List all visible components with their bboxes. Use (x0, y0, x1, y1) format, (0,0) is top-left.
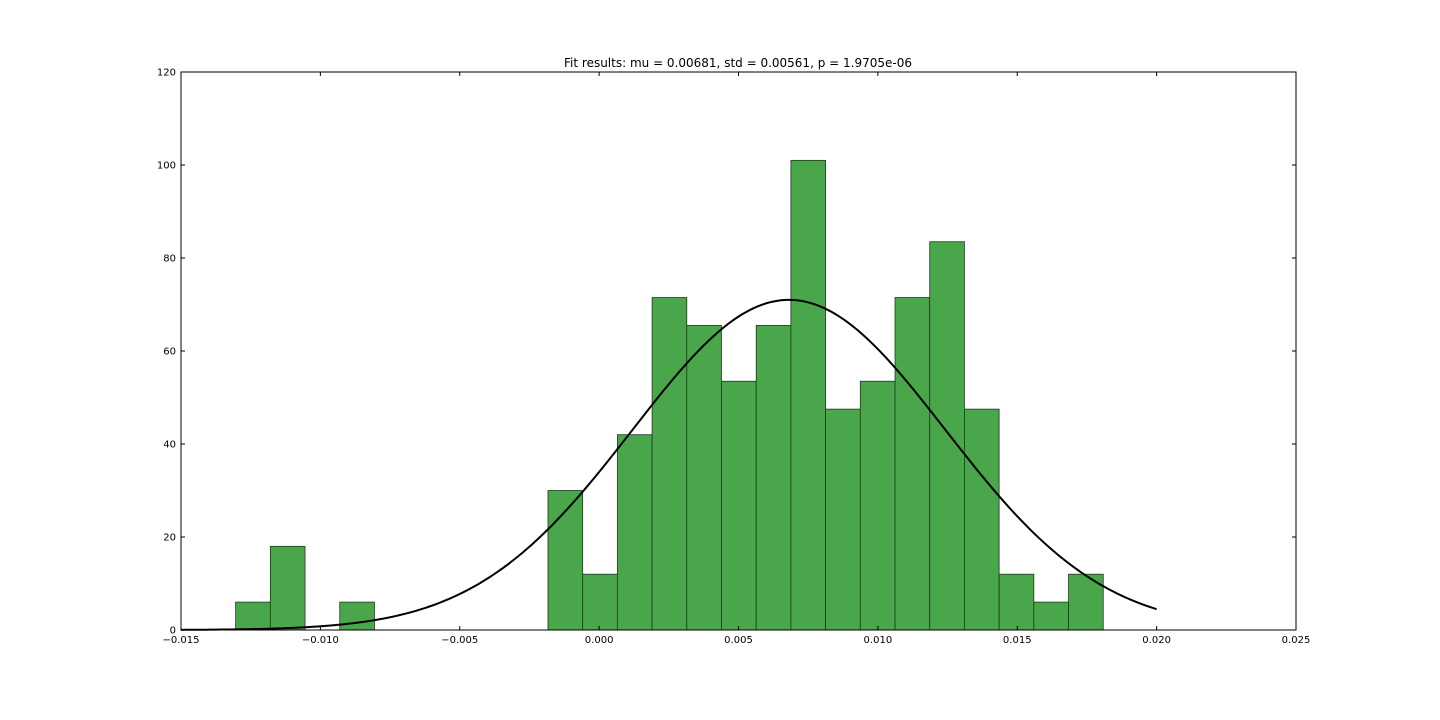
x-tick-label: −0.010 (302, 635, 339, 646)
x-tick-label: 0.005 (724, 635, 753, 646)
histogram-bar (964, 408, 1000, 631)
histogram-bar (825, 408, 861, 631)
y-tick-label: 40 (163, 440, 176, 451)
chart-title: Fit results: mu = 0.00681, std = 0.00561… (564, 56, 912, 70)
histogram-bar (651, 297, 688, 631)
histogram-bar (1033, 601, 1069, 631)
x-tick-label: 0.010 (864, 635, 893, 646)
histogram-bar (339, 601, 375, 631)
histogram-bar (235, 601, 271, 631)
bars-layer (235, 159, 1104, 631)
y-tick-label: 120 (157, 68, 176, 79)
histogram-bar (755, 325, 792, 631)
histogram-bar (929, 241, 965, 631)
histogram-bar (998, 573, 1035, 631)
histogram-bar (616, 434, 653, 631)
x-tick-label: 0.000 (585, 635, 614, 646)
y-tick-label: 0 (170, 626, 176, 637)
y-tick-label: 60 (163, 347, 176, 358)
x-tick-label: −0.015 (162, 635, 199, 646)
histogram-bar (721, 380, 757, 631)
histogram-bar (894, 297, 931, 631)
histogram-bar (269, 545, 306, 631)
histogram-bar (547, 490, 584, 631)
histogram-bar (790, 159, 827, 631)
histogram-bar (686, 325, 722, 631)
histogram-bar (582, 573, 618, 631)
ticks-layer: −0.015 −0.010 −0.005 0.000 0.005 0.010 0.015 0.… (157, 68, 1310, 647)
x-tick-label: 0.020 (1142, 635, 1171, 646)
y-tick-label: 100 (157, 161, 176, 172)
x-tick-label: −0.005 (441, 635, 478, 646)
x-tick-label: 0.025 (1282, 635, 1311, 646)
x-tick-label: 0.015 (1003, 635, 1032, 646)
y-tick-label: 20 (163, 533, 176, 544)
y-tick-label: 80 (163, 254, 176, 265)
fit-curve-layer (180, 298, 1157, 631)
normal-fit-curve (180, 298, 1157, 631)
histogram-bar (859, 380, 896, 631)
